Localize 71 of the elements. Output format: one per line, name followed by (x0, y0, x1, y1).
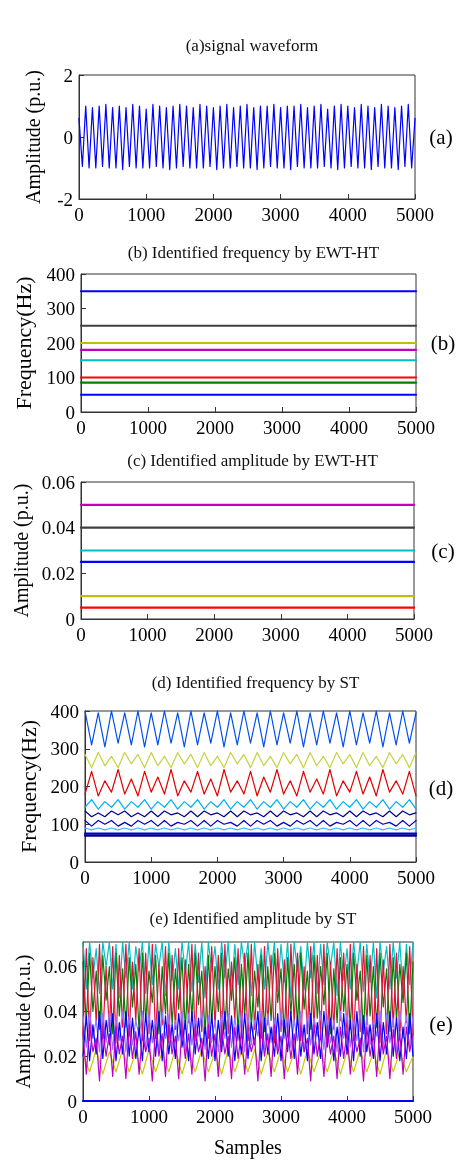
x-tick-label: 2000 (198, 867, 237, 888)
y-tick-label: 300 (50, 738, 79, 760)
y-tick-label: 200 (46, 332, 75, 354)
x-tick-label: 4000 (328, 204, 367, 225)
x-tick-label: 1000 (128, 624, 167, 645)
y-tick-label: 0 (67, 1090, 77, 1112)
line-series (82, 1010, 414, 1062)
x-tick-label: 4000 (330, 867, 369, 888)
text: (e) (429, 1011, 453, 1036)
x-tick-label: 4000 (330, 417, 368, 438)
y-tick-label: 0.04 (43, 1000, 78, 1022)
y-tick-label: 0.02 (41, 562, 75, 584)
x-tick-label: 1000 (130, 1106, 168, 1127)
x-tick-label: 3000 (261, 624, 300, 645)
x-tick-label: 5000 (394, 1106, 432, 1127)
text: (b) (430, 331, 456, 355)
y-axis-title: Frequency(Hz) (16, 719, 42, 854)
y-tick-label: -2 (57, 188, 73, 210)
chart-title: (e) Identified amplitude by ST (149, 909, 357, 928)
x-tick-label: 2000 (194, 204, 233, 225)
x-tick-label: 1000 (127, 204, 166, 225)
chart-title: (a)signal waveform (185, 36, 319, 55)
chart-title: (b) Identified frequency by EWT-HT (127, 243, 380, 262)
y-axis-title: Amplitude (p.u.) (22, 70, 45, 204)
y-tick-label: 0 (63, 126, 73, 148)
x-tick-label: 2000 (196, 417, 234, 438)
y-axis-title: Frequency(Hz) (10, 276, 36, 410)
x-axis-title: Samples (214, 1136, 283, 1159)
x-tick-label: 1000 (129, 417, 167, 438)
y-tick-label: 2 (63, 64, 73, 86)
x-tick-label: 4000 (328, 1106, 366, 1127)
x-tick-label: 3000 (264, 867, 303, 888)
y-tick-label: 0 (69, 851, 79, 873)
y-axis-title: Amplitude (p.u.) (9, 483, 33, 618)
chart-title: (d) Identified frequency by ST (151, 673, 360, 692)
line-series (84, 768, 417, 797)
text: (d) (428, 775, 454, 800)
text: (a) (429, 125, 453, 149)
line-series (82, 1024, 414, 1082)
y-tick-label: 200 (50, 776, 79, 797)
y-tick-label: 300 (46, 298, 75, 319)
x-tick-label: 2000 (196, 1106, 234, 1127)
x-tick-label: 4000 (328, 624, 367, 645)
line-series (82, 1010, 414, 1053)
x-tick-label: 3000 (261, 204, 300, 225)
y-tick-label: 100 (46, 367, 75, 388)
x-tick-label: 3000 (263, 417, 301, 438)
text: (c) (431, 538, 455, 563)
x-tick-label: 5000 (397, 417, 435, 438)
x-tick-label: 5000 (397, 867, 435, 888)
y-tick-label: 400 (46, 263, 75, 285)
chart-title: (c) Identified amplitude by EWT-HT (127, 451, 379, 470)
y-tick-label: 0.04 (41, 517, 76, 539)
x-tick-label: 1000 (132, 867, 171, 888)
y-tick-label: 0.02 (43, 1045, 77, 1067)
y-tick-label: 0.06 (43, 956, 77, 978)
line-series (82, 943, 414, 1044)
y-tick-label: 0 (65, 608, 75, 630)
x-tick-label: 2000 (195, 624, 234, 645)
x-tick-label: 3000 (262, 1106, 300, 1127)
line-series (84, 751, 417, 769)
y-tick-label: 0.06 (41, 471, 75, 493)
y-tick-label: 400 (50, 700, 79, 722)
x-tick-label: 5000 (395, 624, 433, 645)
line-series (84, 710, 417, 748)
line-series (78, 103, 416, 171)
y-tick-label: 100 (50, 813, 79, 835)
x-tick-label: 5000 (396, 204, 434, 225)
line-series (84, 799, 417, 810)
y-tick-label: 0 (65, 401, 75, 423)
y-axis-title: Amplitude (p.u.) (11, 954, 35, 1089)
